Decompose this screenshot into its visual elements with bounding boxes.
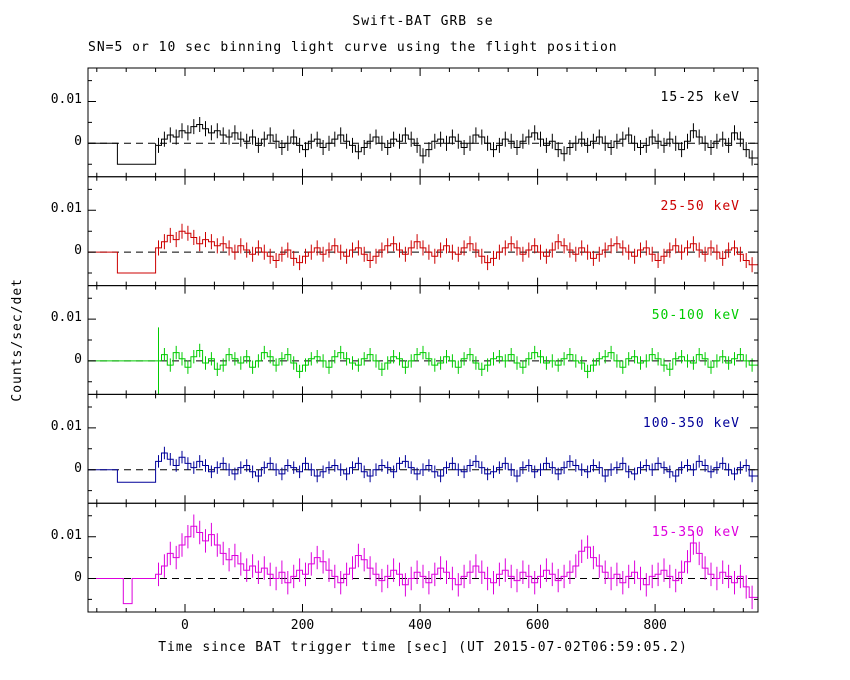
error-bars — [158, 117, 753, 166]
y-tick-label: 0.01 — [50, 310, 82, 326]
y-tick-label: 0 — [74, 569, 82, 585]
chart-subtitle: SN=5 or 10 sec binning light curve using… — [88, 40, 618, 55]
x-tick-label: 800 — [643, 618, 667, 633]
lightcurve-step-line — [88, 230, 758, 274]
y-tick-label: 0 — [74, 243, 82, 259]
y-tick-label: 0.01 — [50, 527, 82, 543]
panel-border — [87, 393, 759, 504]
error-bars — [158, 514, 753, 610]
y-tick-label: 0.01 — [50, 201, 82, 217]
energy-band-label: 100-350 keV — [642, 416, 740, 432]
error-bars — [158, 223, 753, 273]
energy-band-label: 25-50 keV — [660, 198, 740, 214]
lightcurve-step-line — [88, 452, 758, 483]
axis-ticks — [88, 503, 758, 612]
axis-ticks — [88, 394, 758, 504]
energy-band-label: 15-350 keV — [651, 525, 740, 541]
y-tick-label: 0.01 — [50, 92, 82, 108]
y-tick-label: 0.01 — [50, 418, 82, 434]
x-tick-label: 400 — [408, 618, 432, 633]
y-tick-label: 0 — [74, 460, 82, 476]
chart-title: Swift-BAT GRB se — [352, 14, 494, 29]
panel-border — [87, 176, 759, 287]
x-tick-label: 0 — [181, 618, 189, 633]
axis-ticks — [88, 176, 758, 286]
panel-border — [87, 285, 759, 395]
y-tick-label: 0 — [74, 351, 82, 367]
axis-ticks — [88, 68, 758, 177]
axis-ticks — [88, 285, 758, 395]
x-tick-label: 200 — [290, 618, 315, 633]
energy-band-label: 50-100 keV — [651, 307, 740, 323]
x-axis-title: Time since BAT trigger time [sec] (UT 20… — [158, 640, 688, 655]
lightcurve-step-line — [88, 350, 758, 372]
error-bars — [158, 327, 753, 395]
lightcurve-step-line — [88, 124, 758, 165]
panel-border — [87, 502, 759, 613]
y-tick-label: 0 — [74, 134, 82, 150]
error-bars — [158, 446, 753, 483]
y-axis-title: Counts/sec/det — [10, 278, 26, 402]
lightcurve-step-line — [88, 525, 758, 605]
energy-band-label: 15-25 keV — [660, 90, 740, 105]
x-tick-label: 600 — [525, 618, 550, 633]
